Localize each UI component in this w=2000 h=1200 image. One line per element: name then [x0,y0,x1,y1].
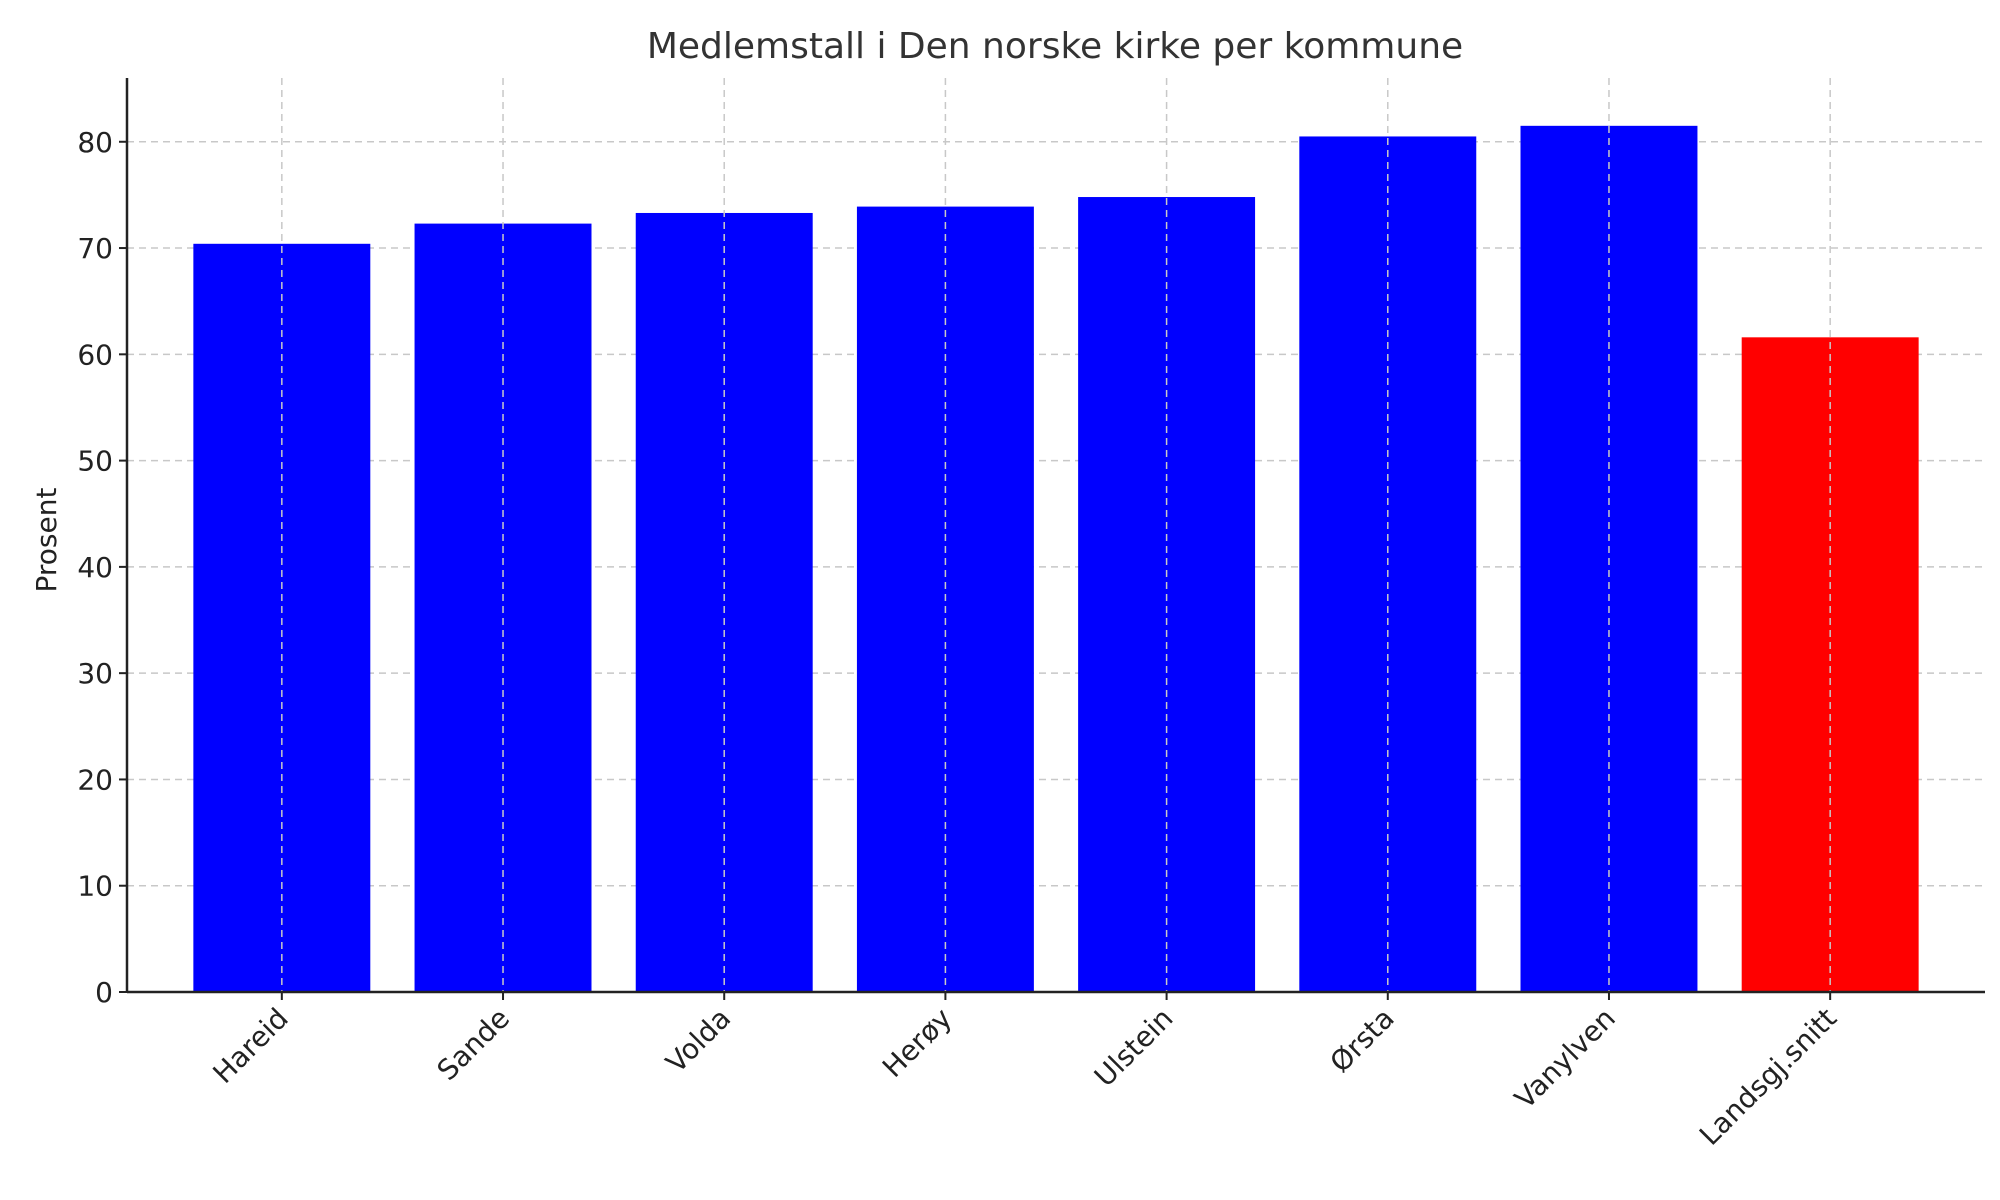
x-tick-label: Sande [431,1002,516,1087]
chart-title: Medlemstall i Den norske kirke per kommu… [647,26,1463,67]
x-tick-label: Herøy [876,1002,958,1084]
y-tick-label: 50 [77,445,113,478]
y-axis-label: Prosent [30,488,63,593]
y-tick-label: 80 [77,126,113,159]
vertical-grid [281,78,1831,992]
y-tick-label: 60 [77,338,113,371]
y-tick-label: 20 [77,763,113,796]
y-ticks: 0 10 20 30 40 50 60 70 80 [77,126,127,1009]
y-tick-label: 30 [77,657,113,690]
x-tick-label: Landsgj.snitt [1693,1002,1843,1152]
x-tick-label: Ulstein [1088,1002,1180,1094]
y-tick-label: 0 [95,976,113,1009]
x-tick-label: Vanylven [1508,1002,1622,1116]
y-tick-label: 10 [77,870,113,903]
x-tick-label: Hareid [206,1002,294,1090]
x-ticks: Hareid Sande Volda Herøy Ulstein Ørsta Vanylve… [206,992,1843,1152]
bars [193,125,1919,993]
grid [127,141,1985,887]
y-tick-label: 70 [77,232,113,265]
bar-landsgj-snitt [1741,337,1919,992]
axes [125,78,1985,994]
x-tick-label: Volda [660,1002,738,1080]
y-tick-label: 40 [77,551,113,584]
x-tick-label: Ørsta [1323,1002,1400,1079]
